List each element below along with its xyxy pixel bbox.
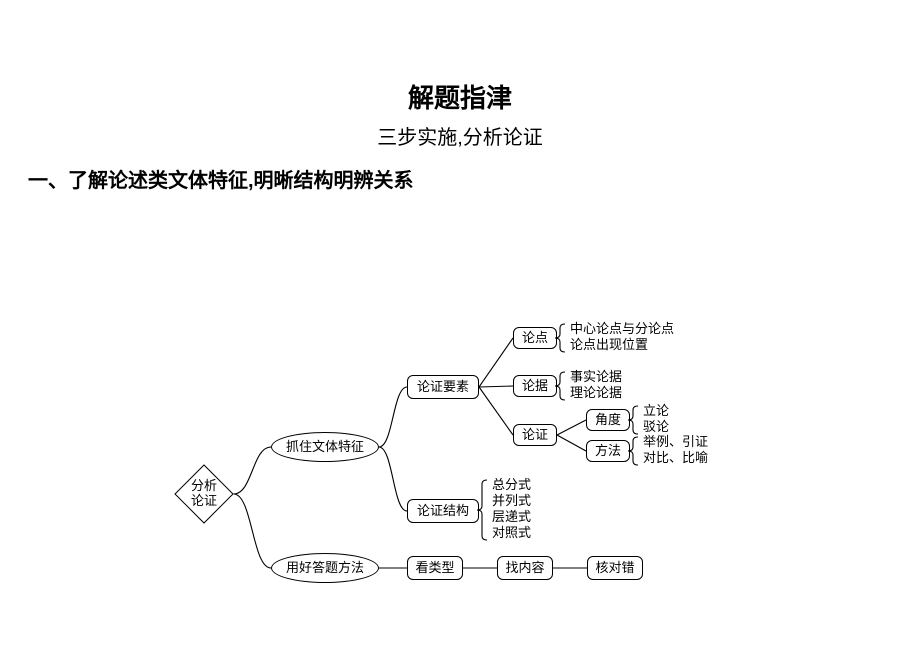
diagram-node-r_lz: 论证 <box>513 424 557 446</box>
diagram-node-r_ld: 论点 <box>513 327 557 349</box>
diagram-node-r_ff: 方法 <box>586 440 630 462</box>
diagram-node-root: 分析 论证 <box>174 464 233 523</box>
diagram-leaf-g_lb-1: 并列式 <box>492 494 531 509</box>
diagram-node-n1: 抓住文体特征 <box>271 432 379 462</box>
diagram-node-r_hc: 核对错 <box>587 556 643 580</box>
diagram-node-n1b: 论证结构 <box>407 499 479 523</box>
diagram-leaf-g_jd-0: 立论 <box>643 404 669 419</box>
diagram-leaf-g_lj-0: 事实论据 <box>570 370 622 385</box>
page-title: 解题指津 <box>0 78 920 115</box>
diagram-node-r_zn: 找内容 <box>497 556 553 580</box>
diagram-leaf-g_jd-1: 驳论 <box>643 420 669 435</box>
diagram-leaf-g_ld-1: 论点出现位置 <box>570 338 648 353</box>
section-heading: 一、了解论述类文体特征,明晰结构明辨关系 <box>28 164 920 193</box>
diagram-leaf-g_lb-0: 总分式 <box>492 478 531 493</box>
diagram-node-r_jd: 角度 <box>586 409 630 431</box>
diagram-node-n2: 用好答题方法 <box>271 553 379 583</box>
diagram-leaf-g_ff-1: 对比、比喻 <box>643 451 708 466</box>
diagram-node-r_lj: 论据 <box>513 375 557 397</box>
page-subtitle: 三步实施,分析论证 <box>0 121 920 150</box>
diagram-leaf-g_lb-3: 对照式 <box>492 526 531 541</box>
diagram-node-r_kl: 看类型 <box>407 556 463 580</box>
diagram-node-n1a: 论证要素 <box>407 375 479 399</box>
diagram-leaf-g_lb-2: 层递式 <box>492 510 531 525</box>
diagram-leaf-g_ff-0: 举例、引证 <box>643 435 708 450</box>
diagram-leaf-g_ld-0: 中心论点与分论点 <box>570 322 674 337</box>
diagram-leaf-g_lj-1: 理论论据 <box>570 386 622 401</box>
